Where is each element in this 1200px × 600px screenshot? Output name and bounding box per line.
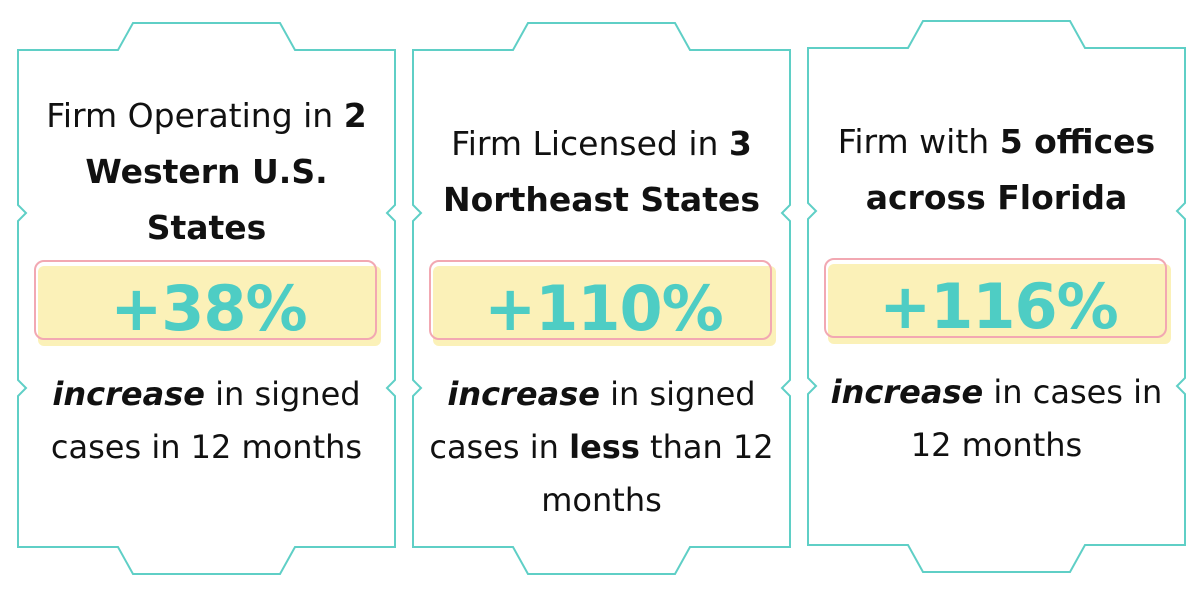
text-segment: in signed cases in 12 months <box>50 375 363 466</box>
heading-text: Firm with 5 offices across Florida <box>818 114 1175 226</box>
text-segment: in signed cases in <box>429 375 756 466</box>
highlight-fill <box>38 266 381 346</box>
frame-outline <box>17 22 396 575</box>
heading-text: Firm Licensed in 3 Northeast States <box>423 116 780 228</box>
stat-card: Firm with 5 offices across Florida +116% i… <box>807 20 1186 573</box>
stat-card: Firm Operating in 2 Western U.S. States +… <box>17 22 396 575</box>
frame-outline <box>807 20 1186 573</box>
highlight-fill <box>828 264 1171 344</box>
text-segment: Firm Operating in <box>46 96 334 135</box>
highlight-fill <box>433 266 776 346</box>
text-segment: Firm Licensed in <box>451 124 719 163</box>
stat-highlight: +38% <box>34 260 383 346</box>
card-description: increase in signed cases in less than 12… <box>421 368 782 527</box>
card-frame <box>807 20 1186 573</box>
frame-outline <box>412 22 791 575</box>
highlight-outline <box>429 260 772 340</box>
text-segment: less <box>569 428 640 466</box>
text-segment: 3 Northeast States <box>443 124 760 219</box>
stat-highlight: +110% <box>429 260 778 346</box>
text-segment: increase <box>52 375 205 413</box>
highlight-outline <box>34 260 377 340</box>
text-segment: in cases in 12 months <box>910 373 1163 464</box>
highlight-outline <box>824 258 1167 338</box>
stat-card: Firm Licensed in 3 Northeast States +110%… <box>412 22 791 575</box>
stat-highlight: +116% <box>824 258 1173 344</box>
card-heading: Firm with 5 offices across Florida <box>818 80 1175 260</box>
card-heading: Firm Licensed in 3 Northeast States <box>423 82 780 262</box>
card-description: increase in cases in 12 months <box>816 366 1177 472</box>
card-frame <box>412 22 791 575</box>
text-segment: increase <box>830 373 984 411</box>
heading-text: Firm Operating in 2 Western U.S. States <box>28 88 385 256</box>
card-description: increase in signed cases in 12 months <box>26 368 387 474</box>
text-segment: than 12 months <box>541 428 774 519</box>
text-segment: increase <box>447 375 600 413</box>
card-frame <box>17 22 396 575</box>
stat-value: +38% <box>110 272 307 345</box>
stat-value: +110% <box>484 272 724 345</box>
card-heading: Firm Operating in 2 Western U.S. States <box>28 82 385 262</box>
text-segment: 2 Western U.S. States <box>85 96 367 247</box>
stat-value: +116% <box>879 270 1119 343</box>
text-segment: 5 offices across Florida <box>865 122 1156 217</box>
text-segment: Firm with <box>837 122 990 161</box>
